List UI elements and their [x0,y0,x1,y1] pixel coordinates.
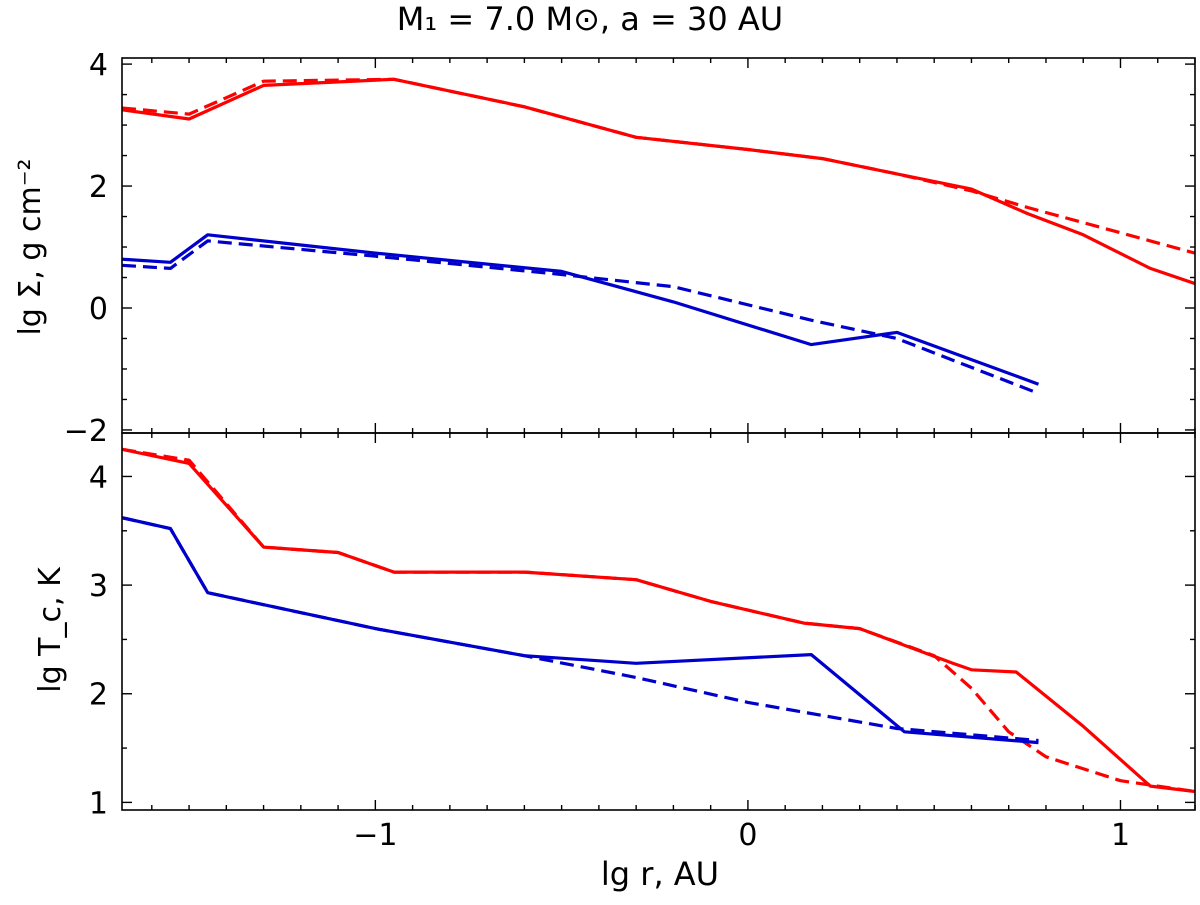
y-axis-label-top: lg Σ, g cm⁻² [13,158,48,335]
series-line-red-solid [122,77,1195,286]
y-tick-label: 0 [89,292,108,327]
plot-frame [121,57,1196,434]
figure-title: M₁ = 7.0 M⊙, a = 30 AU [397,0,783,38]
series-line-blue-dashed [122,516,1039,743]
y-tick-label: 4 [89,48,108,83]
y-tick-label: −2 [64,414,108,449]
top-panel: −2 0 2 4 [64,48,1196,449]
series-line-blue-dashed [122,239,1040,395]
series-line-red-dashed [122,77,1195,255]
bottom-panel: −1 0 1 1 2 3 4 [89,432,1196,853]
plot-frame [121,432,1196,811]
series-line-blue-solid [122,233,1040,386]
x-tick-label: 0 [738,818,757,853]
y-tick-label: 2 [89,170,108,205]
y-tick-label: 3 [89,569,108,604]
series-line-blue-solid [122,516,1039,745]
y-tick-label: 1 [89,786,108,821]
y-axis-label-bottom: lg T_c, K [33,566,68,693]
x-axis-label: lg r, AU [601,855,719,893]
series-line-red-dashed [122,447,1195,794]
x-tick-label: 1 [1111,818,1130,853]
series-line-red-solid [122,447,1195,794]
y-tick-label: 2 [89,678,108,713]
y-tick-label: 4 [89,460,108,495]
x-tick-label: −1 [353,818,397,853]
